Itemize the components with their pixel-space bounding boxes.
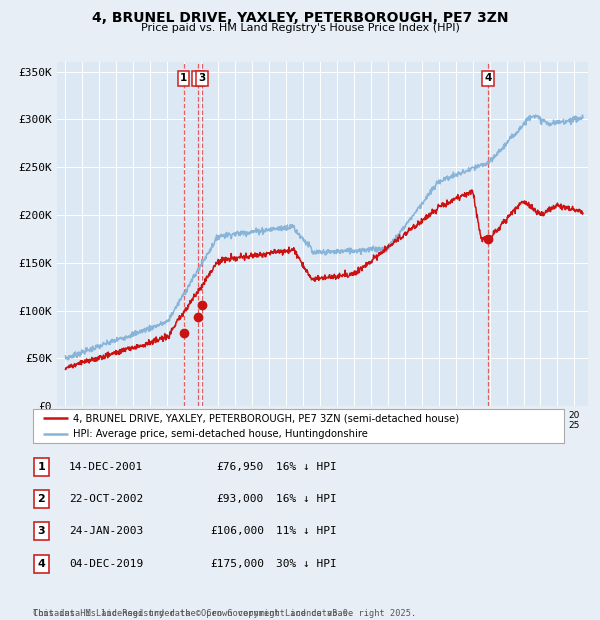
- FancyBboxPatch shape: [34, 555, 49, 572]
- Text: HPI: Average price, semi-detached house, Huntingdonshire: HPI: Average price, semi-detached house,…: [73, 429, 368, 439]
- Text: 4: 4: [485, 73, 492, 83]
- Text: 4, BRUNEL DRIVE, YAXLEY, PETERBOROUGH, PE7 3ZN: 4, BRUNEL DRIVE, YAXLEY, PETERBOROUGH, P…: [92, 11, 508, 25]
- Text: 2: 2: [194, 73, 202, 83]
- Text: £175,000: £175,000: [210, 559, 264, 569]
- Text: 3: 3: [199, 73, 206, 83]
- Text: 24-JAN-2003: 24-JAN-2003: [69, 526, 143, 536]
- Text: 2: 2: [38, 494, 45, 504]
- Text: Contains HM Land Registry data © Crown copyright and database right 2025.: Contains HM Land Registry data © Crown c…: [33, 609, 416, 618]
- FancyBboxPatch shape: [34, 523, 49, 540]
- FancyBboxPatch shape: [34, 490, 49, 508]
- Text: 04-DEC-2019: 04-DEC-2019: [69, 559, 143, 569]
- Text: £106,000: £106,000: [210, 526, 264, 536]
- Text: 22-OCT-2002: 22-OCT-2002: [69, 494, 143, 504]
- Text: 4: 4: [37, 559, 46, 569]
- Text: 3: 3: [38, 526, 45, 536]
- Text: 4, BRUNEL DRIVE, YAXLEY, PETERBOROUGH, PE7 3ZN (semi-detached house): 4, BRUNEL DRIVE, YAXLEY, PETERBOROUGH, P…: [73, 414, 459, 423]
- Text: 11% ↓ HPI: 11% ↓ HPI: [276, 526, 337, 536]
- Text: 1: 1: [38, 462, 45, 472]
- Text: This data is licensed under the Open Government Licence v3.0.: This data is licensed under the Open Gov…: [33, 599, 353, 618]
- FancyBboxPatch shape: [34, 458, 49, 476]
- Text: £76,950: £76,950: [217, 462, 264, 472]
- Text: 30% ↓ HPI: 30% ↓ HPI: [276, 559, 337, 569]
- Text: Price paid vs. HM Land Registry's House Price Index (HPI): Price paid vs. HM Land Registry's House …: [140, 23, 460, 33]
- Text: 16% ↓ HPI: 16% ↓ HPI: [276, 462, 337, 472]
- Text: 14-DEC-2001: 14-DEC-2001: [69, 462, 143, 472]
- Text: £93,000: £93,000: [217, 494, 264, 504]
- Text: 1: 1: [180, 73, 187, 83]
- Text: 16% ↓ HPI: 16% ↓ HPI: [276, 494, 337, 504]
- FancyBboxPatch shape: [33, 409, 564, 443]
